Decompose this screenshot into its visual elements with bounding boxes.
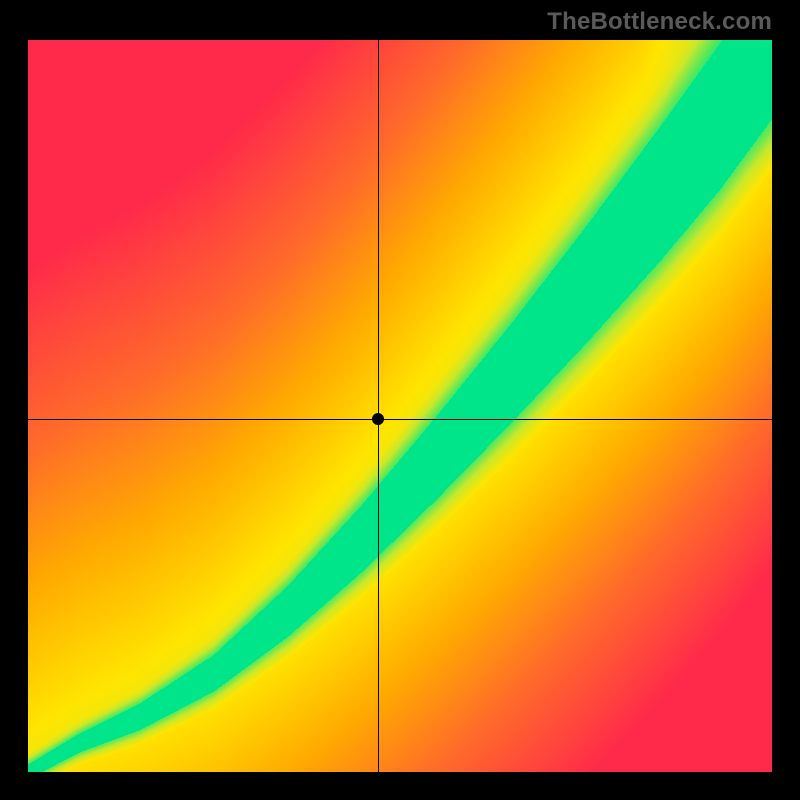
- crosshair-horizontal: [28, 419, 772, 420]
- heatmap-canvas: [28, 40, 772, 772]
- watermark-text: TheBottleneck.com: [547, 8, 772, 36]
- crosshair-vertical: [378, 40, 379, 772]
- bottleneck-heatmap-plot: [28, 40, 772, 772]
- marker-dot: [372, 413, 384, 425]
